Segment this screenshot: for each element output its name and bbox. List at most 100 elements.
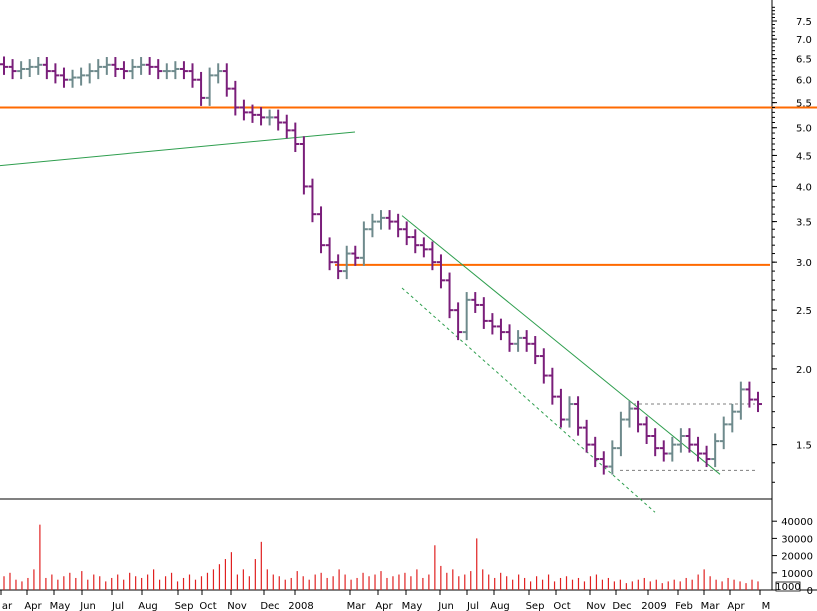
- ohlc-bar: [188, 63, 197, 88]
- price-tick-label: 2.0: [796, 365, 812, 376]
- ohlc-bar: [137, 57, 146, 75]
- ohlc-bar: [419, 237, 428, 258]
- ohlc-bar: [471, 292, 480, 313]
- date-label: Mar: [347, 601, 367, 611]
- price-tick-label: 4.0: [796, 182, 812, 193]
- ohlc-bar: [377, 210, 385, 230]
- date-label: ar: [2, 601, 13, 611]
- volume-tick-label: 40000: [781, 517, 813, 528]
- ohlc-bar: [599, 451, 608, 475]
- ohlc-bar: [522, 330, 531, 352]
- ohlc-bar: [85, 63, 94, 84]
- ohlc-bar: [248, 104, 257, 123]
- ohlc-bar: [325, 237, 334, 271]
- trend-line: [0, 131, 356, 167]
- ohlc-bar: [411, 229, 420, 254]
- date-label: Apr: [727, 601, 745, 611]
- price-tick-label: 5.5: [796, 99, 812, 110]
- ohlc-bar: [531, 336, 540, 365]
- ohlc-bar: [282, 114, 291, 139]
- ohlc-bar: [359, 221, 368, 266]
- date-label: Oct: [199, 601, 216, 611]
- ohlc-bar: [608, 440, 617, 475]
- price-tick-label: 7.5: [796, 17, 812, 28]
- price-tick-label: 3.0: [796, 258, 812, 269]
- ohlc-bar: [719, 416, 728, 450]
- ohlc-bar: [685, 428, 694, 453]
- date-label: 2009: [641, 601, 666, 611]
- ohlc-bar: [222, 63, 231, 97]
- ohlc-bar: [736, 381, 745, 420]
- ohlc-bar: [145, 57, 154, 75]
- ohlc-bar: [462, 292, 471, 341]
- ohlc-bar: [77, 67, 86, 86]
- ohlc-bar: [479, 297, 488, 329]
- ohlc-bar: [334, 254, 343, 280]
- ohlc-bar: [582, 419, 591, 453]
- ohlc-bar: [385, 210, 394, 230]
- ohlc-bar: [402, 221, 411, 246]
- date-label: Nov: [586, 601, 606, 611]
- ohlc-bar: [102, 57, 111, 75]
- price-panel: [0, 0, 817, 591]
- price-tick-label: 6.5: [796, 55, 812, 66]
- volume-tick-label: 10000: [781, 569, 813, 580]
- date-label: Apr: [24, 601, 42, 611]
- ohlc-bar: [591, 436, 600, 468]
- ohlc-bar: [34, 57, 43, 75]
- date-label: Mar: [701, 601, 721, 611]
- ohlc-bar: [17, 61, 26, 80]
- unit-badge-label: 1000: [775, 582, 800, 593]
- price-tick-label: 2.5: [796, 306, 812, 317]
- ohlc-bar: [351, 245, 360, 266]
- date-label: Apr: [375, 601, 393, 611]
- ohlc-bar: [68, 69, 77, 88]
- ohlc-bar: [694, 436, 703, 462]
- date-label: Aug: [490, 601, 510, 611]
- ohlc-bar: [171, 61, 180, 80]
- date-label: Jul: [111, 601, 124, 611]
- ohlc-bar: [0, 56, 8, 75]
- ohlc-bar: [94, 59, 103, 80]
- ohlc-bar: [556, 388, 565, 428]
- ohlc-bar: [754, 391, 762, 413]
- ohlc-bar: [711, 433, 720, 468]
- reference-lines: [0, 106, 817, 513]
- trend-line: [401, 287, 656, 513]
- ohlc-bar: [668, 436, 677, 462]
- ohlc-bar: [676, 428, 685, 453]
- ohlc-bar: [728, 403, 737, 433]
- ohlc-bar: [505, 324, 514, 352]
- date-label: M: [762, 601, 771, 611]
- ohlc-bar: [548, 367, 557, 405]
- ohlc-bar: [317, 206, 326, 254]
- unit-badge: [775, 581, 801, 592]
- volume-axis: 40000 30000 20000 10000 0 1000: [772, 517, 813, 597]
- ohlc-bar: [274, 109, 283, 131]
- date-label: Dec: [260, 601, 279, 611]
- ohlc-bar: [368, 213, 377, 238]
- ohlc-bar: [8, 59, 17, 80]
- ohlc-bar: [128, 59, 137, 80]
- ohlc-bar: [634, 400, 643, 433]
- price-bars: [0, 56, 762, 475]
- date-label: Jun: [79, 601, 96, 611]
- ohlc-bar: [454, 302, 463, 341]
- volume-tick-label: 20000: [781, 552, 813, 563]
- ohlc-bar: [51, 63, 60, 84]
- ohlc-bar: [436, 254, 445, 289]
- ohlc-bar: [514, 330, 523, 352]
- ohlc-bar: [745, 381, 754, 408]
- price-tick-label: 5.0: [796, 124, 812, 135]
- date-label: Nov: [227, 601, 247, 611]
- ohlc-bar: [291, 122, 300, 153]
- date-label: Oct: [553, 601, 570, 611]
- ohlc-bar: [702, 445, 711, 468]
- price-tick-label: 1.5: [796, 441, 812, 452]
- date-label: Aug: [138, 601, 158, 611]
- volume-tick-label: 0: [807, 586, 813, 597]
- date-label: May: [402, 601, 423, 611]
- ohlc-bar: [625, 400, 634, 428]
- ohlc-bar: [308, 178, 317, 223]
